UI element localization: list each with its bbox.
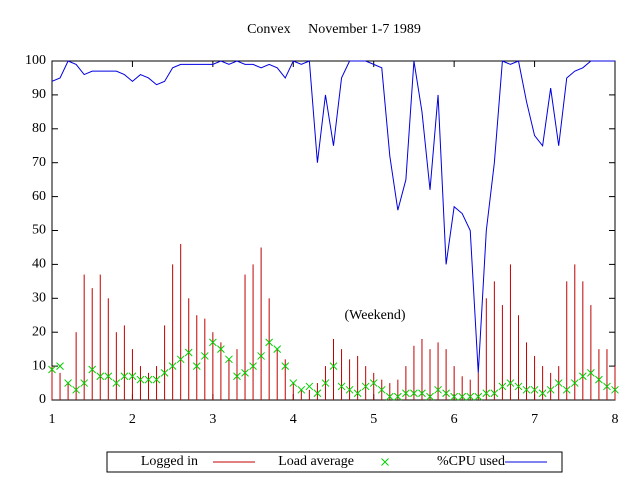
point [72,385,80,394]
point [345,385,354,394]
x-tick-label: 2 [129,412,136,427]
y-tick-label: 50 [32,223,46,238]
point [80,379,89,387]
x-tick-label: 4 [290,412,297,427]
point [281,362,290,370]
y-tick-label: 0 [39,392,46,407]
point [522,385,531,394]
point [611,385,619,394]
y-tick-label: 80 [32,121,46,136]
point [192,362,201,370]
point [200,352,209,360]
point [587,369,595,377]
point [426,392,434,401]
point [273,345,282,354]
point [418,389,426,398]
point [104,372,113,381]
point [570,379,579,387]
point [595,375,603,384]
point [482,389,491,398]
point [184,348,193,357]
point [337,382,346,391]
point [120,372,129,381]
point [361,382,370,391]
point [233,372,241,381]
point [538,389,547,398]
annotation: (Weekend) [344,308,405,323]
point [249,362,257,370]
point [393,392,402,401]
point [136,375,145,384]
y-tick-label: 60 [32,189,46,204]
chart-title: Convex November 1-7 1989 [247,22,421,37]
legend-label: %CPU used [437,454,505,469]
point [353,389,362,398]
legend-box [106,451,563,473]
point [385,392,394,401]
point [305,382,314,391]
y-tick-label: 20 [32,324,46,339]
point [209,338,217,347]
point [466,392,475,401]
y-tick-label: 100 [25,53,46,68]
x-tick-label: 7 [531,412,538,427]
point [603,382,611,391]
y-tick-label: 30 [32,291,46,306]
point [434,385,442,394]
point [313,389,322,398]
point [225,355,233,364]
point [160,369,169,377]
point [112,379,121,387]
point [530,385,539,394]
x-tick-label: 8 [612,412,619,427]
point [265,338,274,347]
point [321,379,330,387]
point [410,389,418,398]
y-tick-label: 90 [32,87,46,102]
point [490,389,499,398]
point [498,382,507,391]
point [514,382,523,391]
point [217,345,225,354]
point [546,385,555,394]
point [442,389,450,398]
y-tick-label: 10 [32,358,46,373]
legend-label: Load average [278,454,354,469]
line [51,60,615,373]
x-tick-label: 1 [49,412,56,427]
point [144,375,153,384]
y-tick-label: 70 [32,155,46,170]
point [241,369,249,377]
x-tick-label: 6 [451,412,458,427]
point [88,365,97,374]
point [96,372,105,381]
point [128,372,137,381]
point [289,379,298,387]
point [48,365,56,374]
point [562,385,571,394]
y-tick-label: 40 [32,257,46,272]
point [450,392,458,401]
point [506,379,515,387]
point [168,362,177,370]
point [578,372,587,381]
point [257,352,265,360]
x-tick-label: 5 [370,412,377,427]
point [369,379,378,387]
legend-label: Logged in [141,454,198,469]
point [554,379,563,387]
point [56,362,64,370]
legend-swatch [381,458,389,466]
x-tick-label: 3 [209,412,216,427]
point [176,355,185,364]
point [402,389,410,398]
point [64,379,72,387]
point [297,385,306,394]
point [152,375,161,384]
point [458,392,467,401]
point [377,385,386,394]
point [474,392,483,401]
point [329,362,338,370]
